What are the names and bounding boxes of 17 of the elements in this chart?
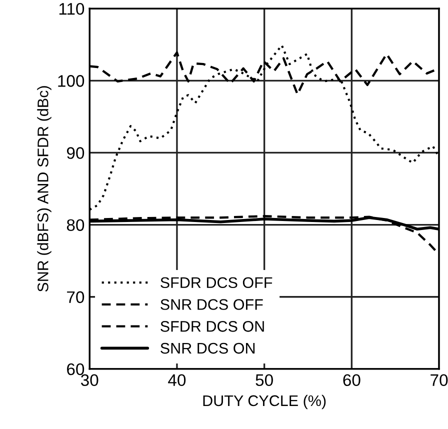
x-tick-label: 70	[430, 374, 448, 386]
legend-label: SFDR DCS ON	[160, 321, 264, 332]
legend-label: SNR DCS OFF	[160, 299, 263, 310]
legend-label: SNR DCS ON	[160, 342, 255, 354]
y-tick-label: 60	[67, 363, 84, 376]
x-tick-label: 60	[343, 374, 360, 386]
y-tick-label: 100	[58, 75, 84, 87]
y-tick-label: 70	[67, 291, 84, 304]
y-axis-title: SNR (dBFS) AND SFDR (dBc)	[37, 86, 52, 292]
x-tick-label: 30	[80, 374, 98, 386]
x-tick-label: 40	[168, 374, 186, 386]
x-axis-title: DUTY CYCLE (%)	[203, 394, 326, 410]
y-tick-label: 90	[66, 147, 84, 159]
x-tick-label: 50	[256, 374, 273, 386]
y-tick-label: 80	[66, 219, 84, 231]
legend-label: SFDR DCS OFF	[160, 277, 272, 288]
y-tick-label: 110	[59, 2, 84, 15]
